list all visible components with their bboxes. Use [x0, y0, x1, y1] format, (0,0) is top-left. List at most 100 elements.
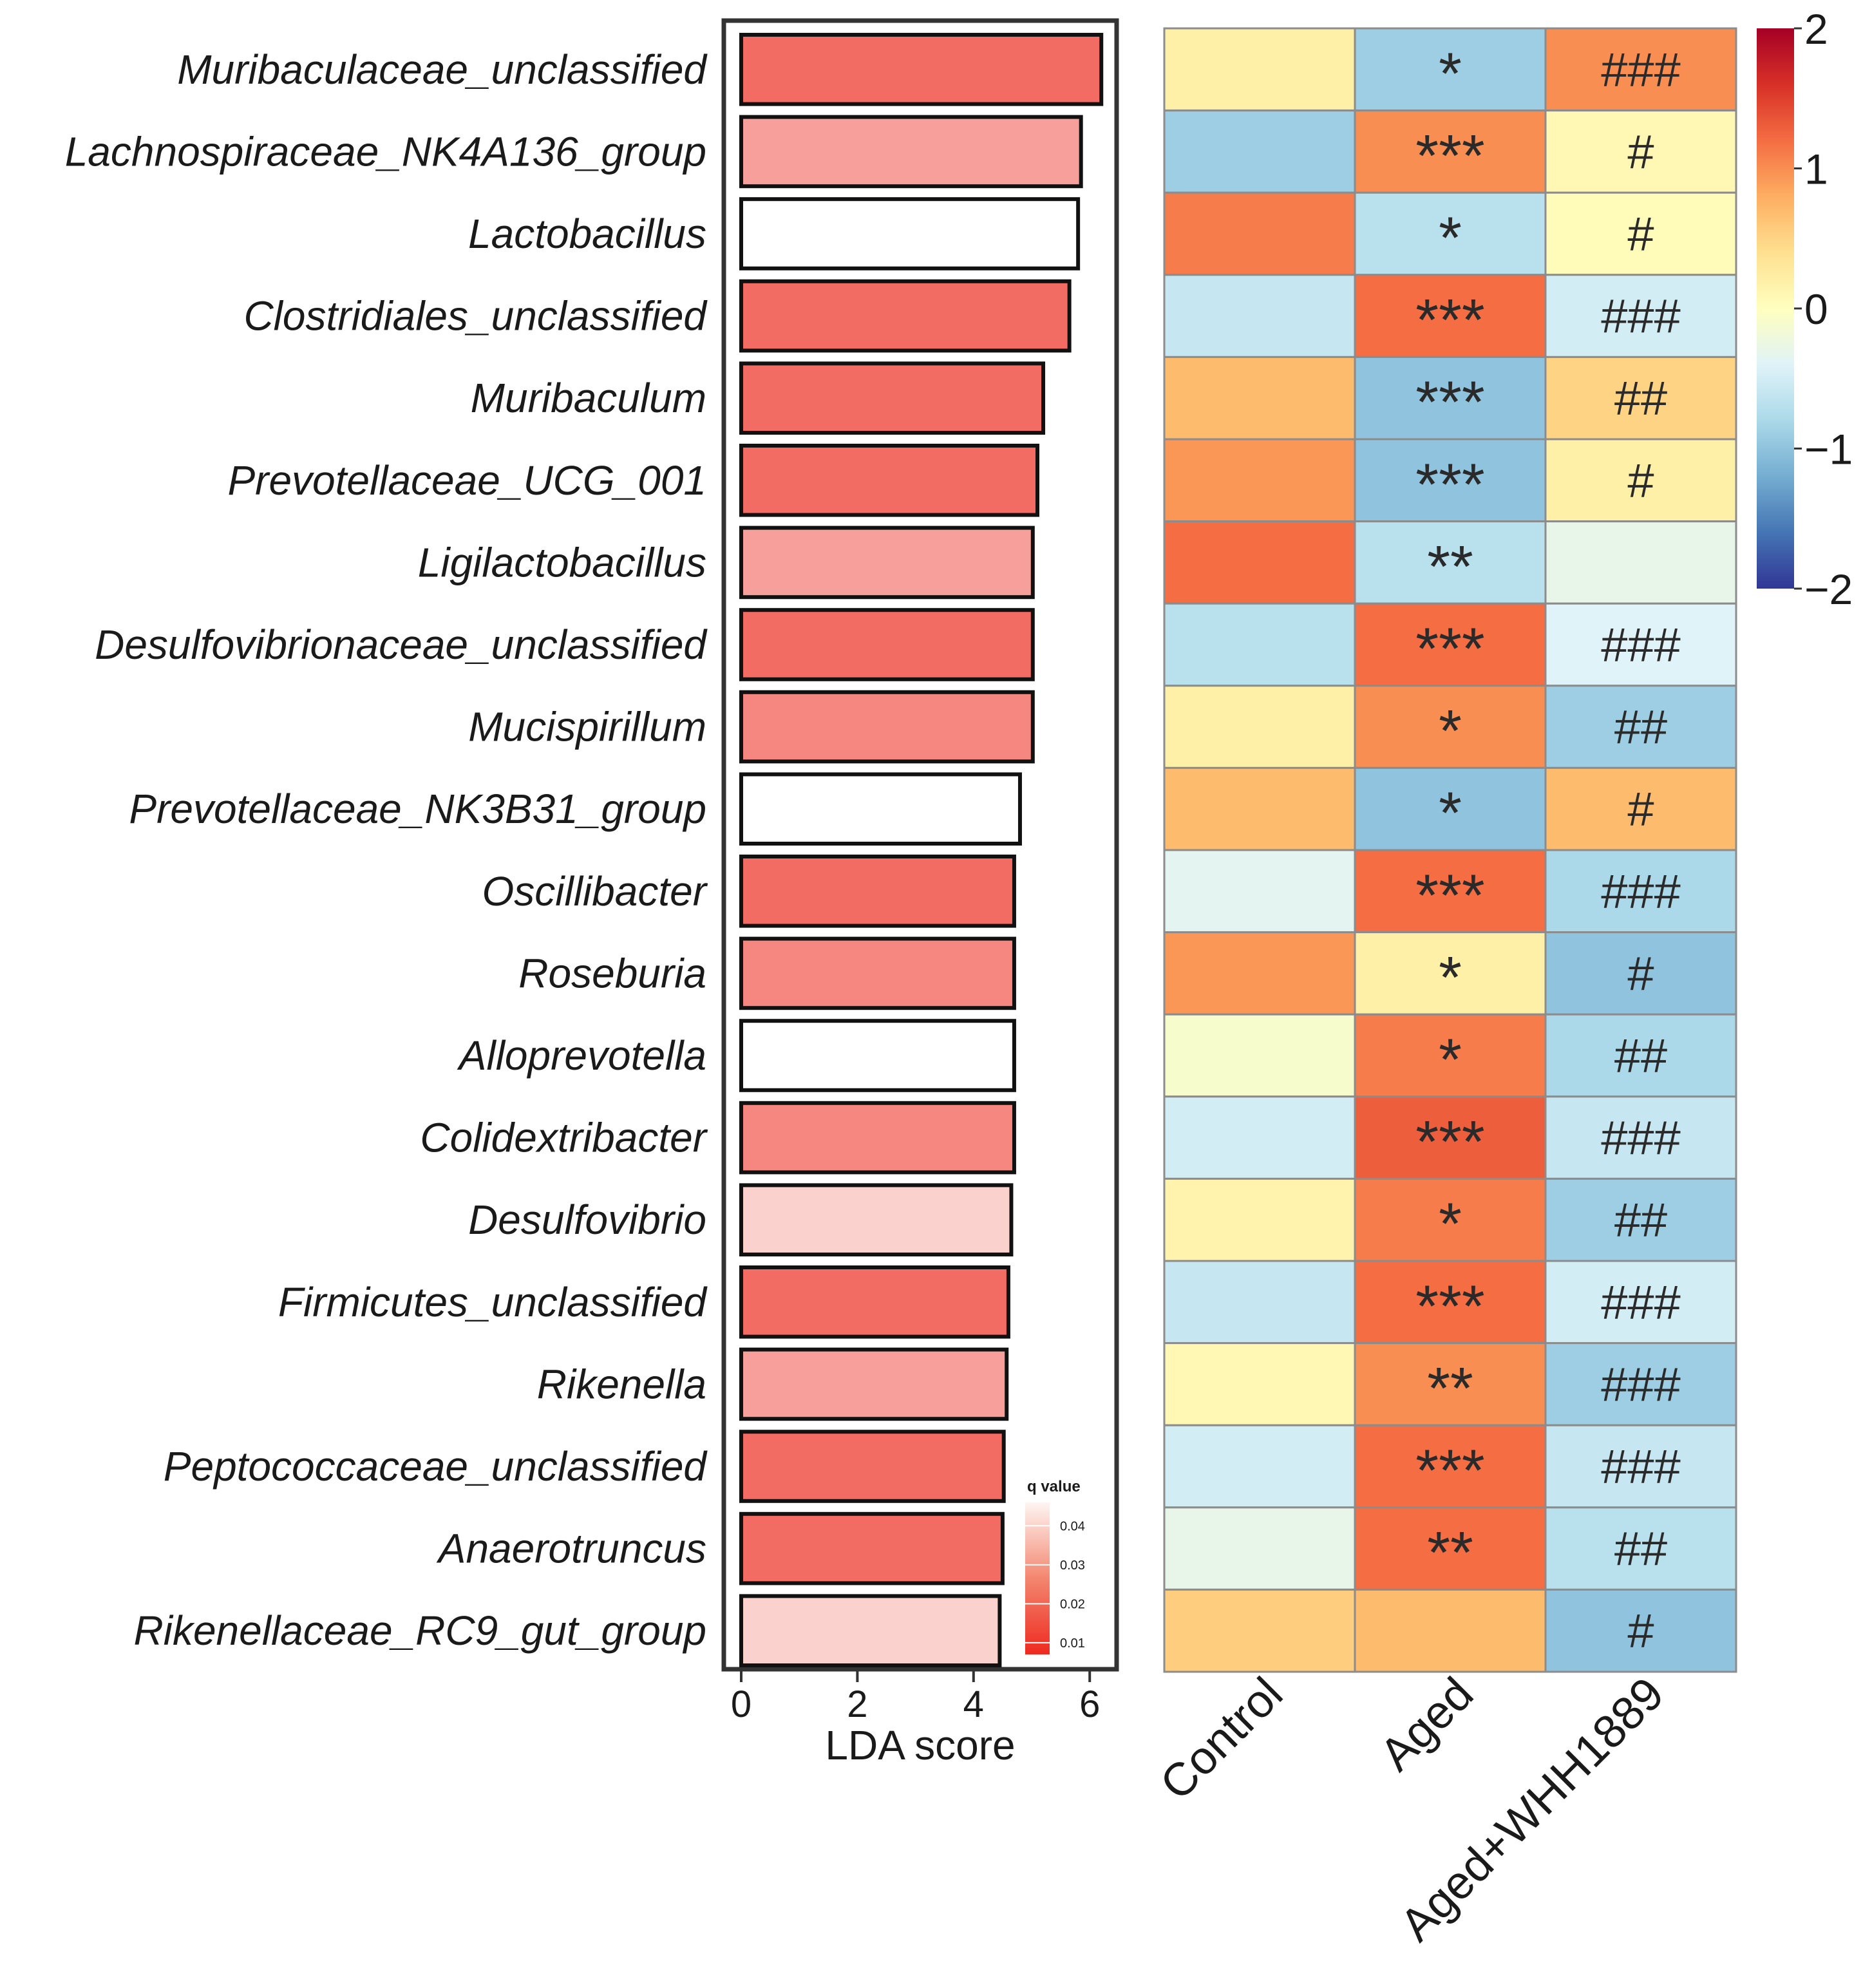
treated-vs-aged-mark: ## — [1614, 1522, 1667, 1576]
x-axis: 0 2 4 6 LDA score — [731, 1671, 1100, 1768]
lda-bar — [739, 33, 1104, 106]
heatmap-cell — [1354, 766, 1547, 851]
taxon-label: Desulfovibrio — [468, 1197, 706, 1243]
colorbar-gradient — [1757, 28, 1794, 589]
q-tick-label: 0.01 — [1060, 1636, 1085, 1651]
taxon-label: Muribaculaceae_unclassified — [177, 46, 708, 93]
aged-vs-control-mark: * — [1439, 1027, 1462, 1093]
heatmap-cell — [1544, 1013, 1737, 1098]
heatmap-cell — [1354, 602, 1547, 687]
aged-vs-control-mark: * — [1439, 41, 1462, 107]
significance-marks: * ###*** #* #*** ###*** ##*** #***** ###* ##* #**… — [1415, 41, 1680, 1658]
treated-vs-aged-mark: ### — [1601, 618, 1680, 672]
heatmap-cell — [1544, 27, 1737, 112]
x-tick-label: 2 — [847, 1683, 867, 1725]
treated-vs-aged-mark: ### — [1601, 1276, 1680, 1329]
heatmap-cell — [1544, 520, 1737, 605]
q-tick-label: 0.03 — [1060, 1558, 1085, 1573]
heatmap-cell — [1163, 1095, 1356, 1180]
taxon-label: Muribaculum — [471, 375, 706, 421]
heatmap-cell — [1163, 1342, 1356, 1426]
q-legend-title: q value — [1027, 1478, 1081, 1495]
heatmap-cell — [1354, 191, 1547, 276]
lda-bar — [739, 197, 1081, 270]
aged-vs-control-mark: *** — [1415, 616, 1484, 682]
aged-vs-control-mark: * — [1439, 699, 1462, 764]
taxon-label: Clostridiales_unclassified — [243, 293, 708, 339]
colorbar-tick-label: −1 — [1804, 426, 1853, 473]
heatmap-cell — [1544, 1424, 1737, 1509]
heatmap-cell — [1354, 1424, 1547, 1509]
heatmap-cell — [1544, 1506, 1737, 1591]
q-tick-label: 0.02 — [1060, 1597, 1085, 1611]
lda-bar — [739, 1183, 1014, 1257]
aged-vs-control-mark: ** — [1427, 1356, 1473, 1421]
treated-vs-aged-mark: # — [1627, 947, 1654, 1000]
heatmap-cell — [1163, 685, 1356, 769]
taxon-label: Ligilactobacillus — [418, 539, 706, 585]
heatmap-cell — [1354, 27, 1547, 112]
lda-bar — [739, 1430, 1006, 1503]
lda-bar — [739, 1594, 1002, 1667]
taxon-label: Anaerotruncus — [436, 1526, 706, 1572]
taxon-label: Rikenella — [537, 1361, 706, 1407]
heatmap-cell — [1354, 355, 1547, 440]
x-tick-label: 0 — [731, 1683, 752, 1725]
taxon-label: Lactobacillus — [468, 211, 706, 257]
taxon-label: Desulfovibrionaceae_unclassified — [95, 621, 708, 668]
heatmap-cell — [1544, 1588, 1737, 1673]
x-tick-label: 4 — [963, 1683, 984, 1725]
lda-bar — [739, 525, 1035, 600]
heatmap-cell — [1163, 766, 1356, 851]
heatmap-cell — [1544, 849, 1737, 934]
aged-vs-control-mark: *** — [1415, 1438, 1484, 1504]
aged-vs-control-mark: * — [1439, 1191, 1462, 1257]
lda-bar — [739, 608, 1035, 681]
q-legend-gradient — [1025, 1502, 1050, 1654]
heatmap-cell — [1544, 685, 1737, 769]
colorbar-tick-label: −2 — [1804, 565, 1853, 613]
q-tick-label: 0.04 — [1060, 1519, 1085, 1533]
lda-bars — [739, 33, 1104, 1667]
treated-vs-aged-mark: ### — [1601, 43, 1680, 97]
aged-vs-control-mark: *** — [1415, 863, 1484, 929]
q-legend-ticks: 0.04 0.03 0.02 0.01 — [1025, 1519, 1085, 1651]
aged-vs-control-mark: *** — [1415, 1274, 1484, 1340]
colorbar-tick-label: 2 — [1804, 5, 1828, 53]
heatmap-cell — [1163, 1177, 1356, 1262]
treated-vs-aged-mark: ## — [1614, 372, 1667, 425]
lda-bar — [739, 1265, 1010, 1339]
heatmap-cell — [1544, 1342, 1737, 1426]
heatmap-cell — [1163, 274, 1356, 358]
taxon-label: Colidextribacter — [420, 1115, 708, 1161]
heatmap-cell — [1163, 1506, 1356, 1591]
abundance-heatmap: * ###*** #* #*** ###*** ##*** #***** ###* ##* #**… — [1151, 27, 1737, 1951]
lda-bar — [739, 115, 1083, 189]
lda-bar — [739, 1101, 1016, 1175]
heatmap-cell — [1163, 1588, 1356, 1673]
heatmap-cell — [1163, 191, 1356, 276]
colorbar-ticks: 2 1 0 −1 −2 — [1794, 5, 1853, 613]
treated-vs-aged-mark: ### — [1601, 1112, 1680, 1165]
aged-vs-control-mark: *** — [1415, 370, 1484, 435]
heatmap-cell — [1163, 355, 1356, 440]
heatmap-cell — [1354, 1588, 1547, 1673]
heatmap-cell — [1354, 1342, 1547, 1426]
colorbar-tick-label: 1 — [1804, 146, 1828, 193]
lda-bar — [739, 936, 1016, 1010]
taxon-label: Oscillibacter — [482, 868, 708, 914]
heatmap-cell — [1354, 1013, 1547, 1098]
heatmap-cell — [1163, 1260, 1356, 1345]
taxon-label: Peptococcaceae_unclassified — [164, 1443, 708, 1490]
lda-bar — [739, 772, 1022, 846]
group-label: Control — [1151, 1668, 1293, 1810]
aged-vs-control-mark: * — [1439, 781, 1462, 846]
heatmap-cell — [1544, 355, 1737, 440]
treated-vs-aged-mark: ### — [1601, 865, 1680, 918]
taxon-labels: Muribaculaceae_unclassified Lachnospirace… — [65, 46, 708, 1654]
x-axis-title: LDA score — [825, 1722, 1015, 1768]
colorbar-tick-label: 0 — [1804, 285, 1828, 333]
heatmap-cells — [1163, 27, 1737, 1673]
heatmap-cell — [1544, 1177, 1737, 1262]
